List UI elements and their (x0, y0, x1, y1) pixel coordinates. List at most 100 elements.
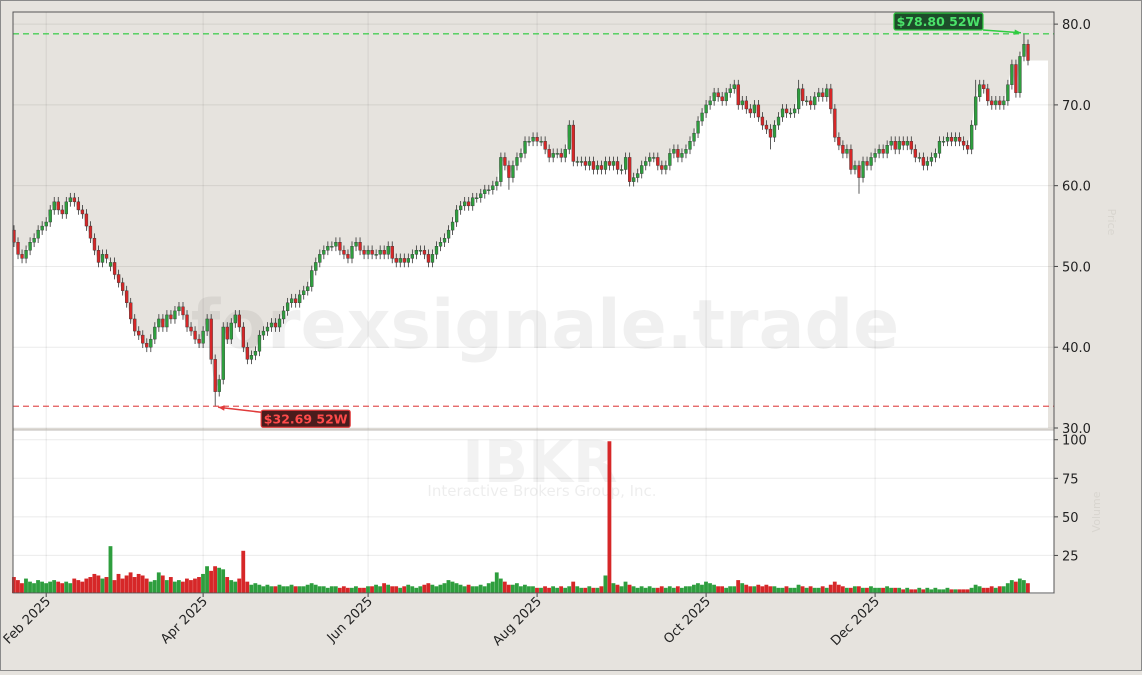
candle-body (237, 314, 241, 328)
volume-bar (358, 587, 362, 593)
volume-bar (740, 583, 745, 593)
candle-body (752, 104, 757, 114)
candle-body (209, 318, 213, 360)
candle-body (507, 165, 511, 178)
annotation-arrowhead (218, 405, 225, 411)
volume-bar (704, 581, 708, 593)
candle-body (623, 157, 628, 170)
candle-body (294, 298, 298, 303)
volume-bar (1021, 580, 1026, 593)
candle-body (100, 254, 105, 263)
candle-body (434, 246, 439, 255)
company-watermark: Interactive Brokers Group, Inc. (427, 482, 656, 500)
volume-bar (716, 586, 720, 593)
candle-body (213, 359, 217, 392)
candle-body (141, 334, 145, 344)
marks-layer (11, 33, 1030, 593)
volume-bar (808, 586, 813, 593)
volume-bar (784, 586, 789, 593)
volume-bar (140, 575, 145, 593)
volume-bar (901, 589, 906, 593)
candle-body (269, 322, 274, 328)
volume-bar (518, 586, 523, 593)
candle-body (619, 169, 624, 171)
volume-bar (261, 586, 266, 593)
candle-body (157, 318, 161, 328)
candle-body (1022, 44, 1026, 57)
volume-bar (309, 583, 314, 593)
candle-body (607, 161, 612, 166)
candle-body (60, 209, 64, 215)
volume-bar (329, 586, 334, 593)
volume-bar (1005, 583, 1010, 593)
volume-bar (205, 566, 209, 593)
candle-body (306, 286, 310, 291)
volume-bar (80, 581, 85, 593)
candle-body (579, 161, 584, 163)
candle-body (636, 173, 640, 178)
volume-bar (720, 586, 725, 593)
candle-body (479, 193, 483, 198)
candle-body (414, 250, 419, 255)
candle-body (426, 254, 431, 263)
y-tick-label: 40.0 (1062, 341, 1091, 356)
volume-bar (406, 584, 411, 593)
volume-bar (164, 580, 169, 593)
volume-bar (172, 581, 177, 593)
volume-bar (422, 584, 427, 593)
candle-body (1010, 64, 1014, 85)
candle-body (801, 88, 805, 102)
candle-body (809, 100, 813, 106)
volume-bar (889, 587, 894, 593)
volume-bar (317, 586, 322, 593)
volume-bar (965, 589, 970, 593)
volume-bar (337, 587, 342, 593)
volume-bar (800, 586, 805, 593)
volume-bar (16, 580, 20, 593)
volume-bar (486, 583, 491, 593)
volume-bar (201, 573, 205, 593)
candle-body (193, 330, 197, 340)
volume-bar (257, 584, 262, 593)
candle-body (957, 137, 962, 142)
volume-bar (969, 587, 974, 593)
candle-body (772, 124, 777, 138)
candle-body (704, 104, 708, 114)
volume-bar (474, 586, 479, 593)
candle-body (732, 84, 736, 89)
candle-body (129, 302, 133, 320)
candle-body (442, 237, 447, 243)
volume-bar (402, 586, 407, 593)
candle-body (314, 262, 318, 271)
candle-body (463, 201, 467, 207)
candle-body (386, 246, 390, 255)
volume-bar (973, 584, 978, 593)
candle-body (893, 141, 897, 150)
candle-body (664, 165, 668, 170)
volume-bar (48, 581, 53, 593)
volume-bar (213, 566, 218, 593)
volume-bar (893, 587, 898, 593)
candle-body (708, 100, 712, 106)
volume-background (13, 430, 1054, 594)
volume-bar (945, 587, 950, 593)
volume-bar (953, 589, 958, 593)
candle-body (792, 108, 797, 114)
candle-body (833, 108, 837, 138)
annotation-box (260, 409, 351, 428)
volume-bar (494, 572, 499, 593)
candle-body (813, 96, 817, 106)
candle-body (394, 258, 398, 263)
candle-body (96, 250, 101, 263)
volume-bar (840, 586, 845, 593)
volume-bar (1009, 580, 1014, 593)
volume-bar (712, 584, 716, 593)
volume-bar (559, 586, 564, 593)
candle-body (189, 326, 193, 332)
volume-bar (595, 587, 600, 593)
candle-body (925, 161, 930, 166)
candle-body (398, 258, 402, 263)
candle-body (994, 100, 998, 106)
volume-bar (768, 586, 773, 593)
candle-body (253, 351, 258, 356)
